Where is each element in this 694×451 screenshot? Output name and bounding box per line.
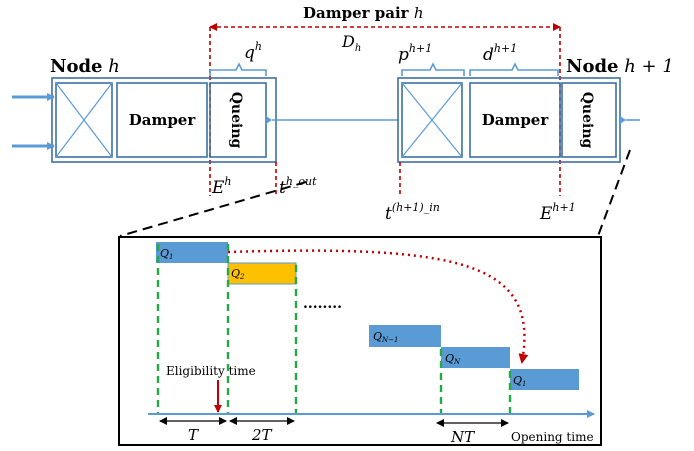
damper-pair-label: Damper pair h [303,4,423,22]
T-label: T [188,426,199,444]
E-right-label: Eh+1 [539,201,576,224]
packet-qn-minus-1: QN−1 [369,325,441,347]
q-label: qh [244,40,262,63]
zoom-line-left [119,181,307,237]
packet-q1: Q1 [156,242,228,263]
ellipsis: ........ [303,296,342,312]
svg-text:Q1: Q1 [160,247,174,261]
svg-text:QN−1: QN−1 [373,330,398,344]
E-left-label: Eh [211,175,232,198]
crossbar-switch-right [401,82,463,158]
queuing-right-label: Queing [579,92,595,149]
packet-qn: QN [441,347,510,368]
svg-text:QN: QN [445,352,461,366]
delay-D-label: Dh [341,32,361,54]
crossbar-switch-left [55,82,113,158]
queuing-right-box [561,82,617,158]
NT-label: NT [450,428,475,446]
queuing-left-label: Queing [228,92,244,149]
p-brace [401,62,465,76]
t-out-label: th_out [279,175,317,198]
packet-q2: Q2 [227,262,297,285]
q-brace [209,62,267,76]
d-brace [469,62,559,76]
damper-right-label: Damper [482,111,550,129]
axis-label: Opening time [511,430,594,444]
damper-right-box [469,82,561,158]
packet-q1-again: Q1 [510,369,579,390]
svg-text:Q2: Q2 [231,267,245,281]
node-left-label: Node h [50,56,120,77]
damper-left-label: Damper [129,111,197,129]
recirculation-arrow [227,249,529,364]
2T-label: 2T [251,426,273,444]
p-label: ph+1 [398,42,432,65]
inset-frame [118,236,602,446]
node-right-label: Node h + 1 [566,56,674,77]
eligibility-label: Eligibility time [166,364,256,378]
green-timing-lines [156,244,512,415]
output-port-left [266,116,272,124]
svg-text:Q1: Q1 [513,374,527,388]
t-in-label: t(h+1)_in [385,201,440,224]
zoom-line-right [597,149,631,237]
output-port-right [620,116,626,124]
d-label: dh+1 [483,42,517,65]
damper-left-box [116,82,208,158]
